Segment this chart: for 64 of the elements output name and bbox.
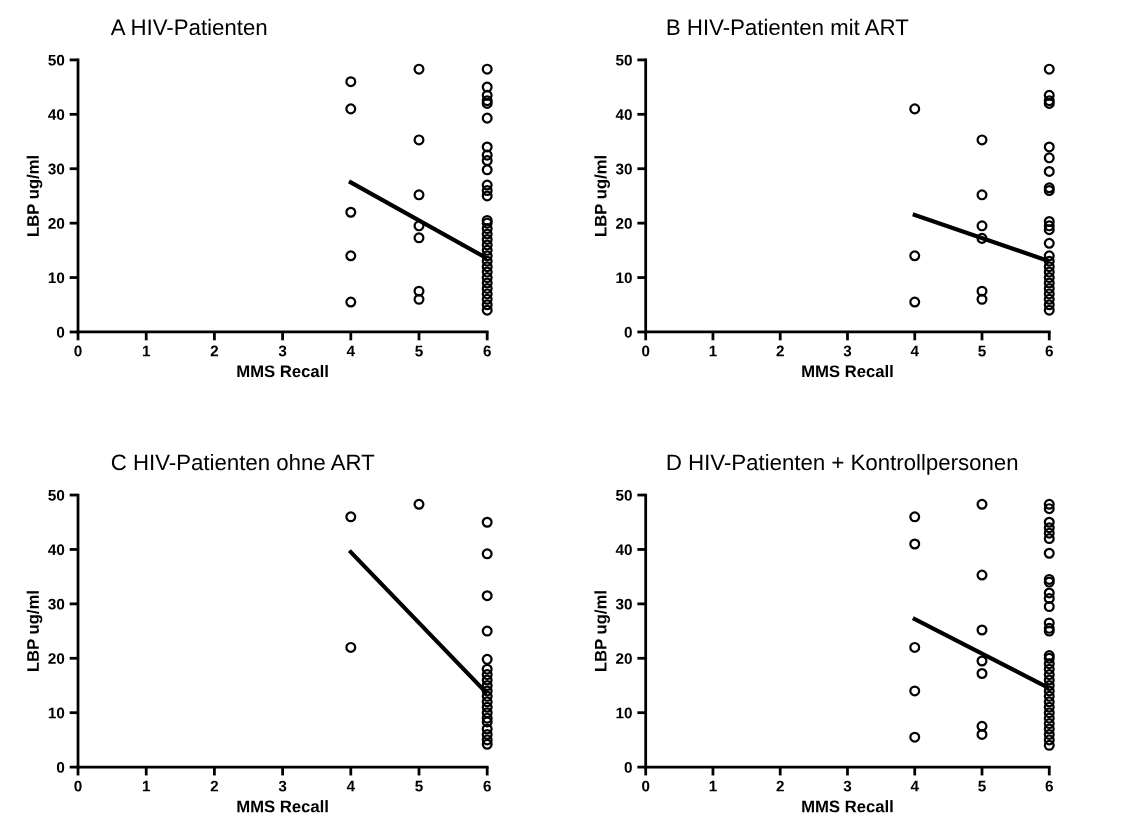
y-tick-label: 10 (616, 272, 632, 284)
y-tick-label: 40 (615, 544, 632, 556)
x-tick-label: 0 (642, 780, 650, 792)
y-tick-label: 20 (616, 653, 632, 664)
y-tick-label: 0 (624, 761, 632, 773)
x-tick-label: 4 (910, 780, 919, 792)
y-tick-label: 0 (56, 761, 65, 773)
y-tick-label: 20 (616, 218, 632, 229)
y-tick-label: 50 (48, 489, 65, 501)
x-tick-label: 6 (483, 780, 491, 792)
x-tick-label: 3 (278, 345, 287, 357)
y-tick-label: 50 (48, 54, 65, 66)
y-tick-label: 40 (615, 109, 632, 120)
y-axis-title: LBP ug/ml (26, 156, 43, 236)
x-tick-label: 2 (210, 780, 219, 792)
x-tick-label: 4 (346, 345, 355, 357)
x-tick-label: 1 (709, 345, 717, 357)
y-tick-label: 30 (48, 598, 65, 610)
y-tick-label: 10 (48, 707, 65, 719)
y-tick-label: 40 (48, 109, 65, 120)
y-tick-label: 20 (48, 218, 65, 229)
chart-title: B HIV-Patienten mit ART (667, 18, 909, 36)
y-tick-label: 30 (615, 598, 632, 610)
chart-title: D HIV-Patienten + Kontrollpersonen (667, 453, 1018, 475)
x-tick-label: 5 (978, 345, 986, 357)
x-tick-label: 0 (642, 345, 650, 357)
x-axis-title: MMS Recall (237, 364, 328, 378)
y-tick-label: 50 (615, 54, 632, 66)
y-axis-title: LBP ug/ml (594, 591, 610, 672)
x-tick-label: 3 (843, 345, 852, 357)
x-tick-label: 1 (709, 780, 717, 792)
y-tick-label: 30 (48, 163, 65, 175)
y-axis-title: LBP ug/ml (26, 591, 43, 672)
chart-title: A HIV-Patienten (110, 18, 267, 36)
x-tick-label: 0 (74, 780, 82, 792)
y-tick-label: 10 (48, 272, 65, 284)
x-tick-label: 3 (843, 780, 852, 792)
y-tick-label: 20 (48, 653, 65, 664)
x-tick-label: 3 (278, 780, 287, 792)
y-axis-title: LBP ug/ml (594, 156, 610, 236)
x-axis-title: MMS Recall (802, 364, 893, 378)
y-tick-label: 30 (615, 163, 632, 175)
y-tick-label: 40 (48, 544, 65, 556)
x-tick-label: 6 (1045, 780, 1053, 792)
x-tick-label: 1 (142, 345, 151, 357)
x-tick-label: 0 (74, 345, 82, 357)
y-tick-label: 0 (624, 326, 632, 338)
x-tick-label: 5 (415, 780, 423, 792)
x-tick-label: 6 (1045, 345, 1053, 357)
x-axis-title: MMS Recall (802, 800, 893, 813)
x-tick-label: 2 (776, 780, 784, 792)
x-tick-label: 2 (776, 345, 784, 357)
x-tick-label: 4 (910, 345, 919, 357)
chart-title: C HIV-Patienten ohne ART (111, 453, 375, 471)
y-tick-label: 0 (56, 326, 65, 338)
x-tick-label: 5 (978, 780, 986, 792)
y-tick-label: 10 (616, 707, 632, 719)
x-axis-title: MMS Recall (237, 800, 328, 813)
x-tick-label: 5 (415, 345, 423, 357)
x-tick-label: 2 (210, 345, 219, 357)
x-tick-label: 6 (483, 345, 491, 357)
y-tick-label: 50 (615, 489, 632, 501)
x-tick-label: 4 (346, 780, 355, 792)
x-tick-label: 1 (142, 780, 151, 792)
